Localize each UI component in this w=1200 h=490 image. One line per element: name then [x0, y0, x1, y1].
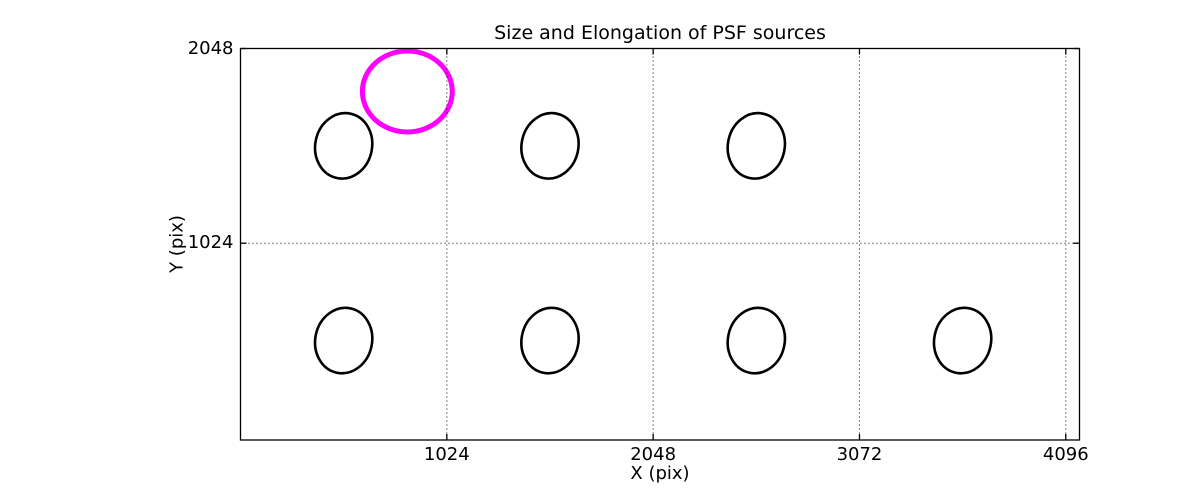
x-tick-label: 3072 — [836, 444, 883, 465]
psf-ellipse — [313, 111, 374, 180]
chart-title: Size and Elongation of PSF sources — [494, 22, 826, 44]
axes-frame — [239, 47, 1081, 441]
y-tick-label: 2048 — [187, 37, 234, 59]
psf-ellipse — [520, 111, 580, 180]
y-tick-label: 1024 — [187, 232, 234, 254]
psf-ellipse-highlighted — [359, 48, 455, 135]
psf-ellipse — [726, 111, 787, 180]
x-axis-label: X (pix) — [630, 463, 690, 484]
psf-ellipse — [313, 306, 374, 375]
psf-ellipse — [520, 306, 580, 375]
x-tick-label: 4096 — [1042, 444, 1089, 465]
psf-ellipse — [726, 306, 787, 375]
x-tick-label: 1024 — [423, 444, 470, 465]
psf-ellipse — [932, 306, 993, 375]
x-tick-label: 2048 — [630, 444, 677, 465]
